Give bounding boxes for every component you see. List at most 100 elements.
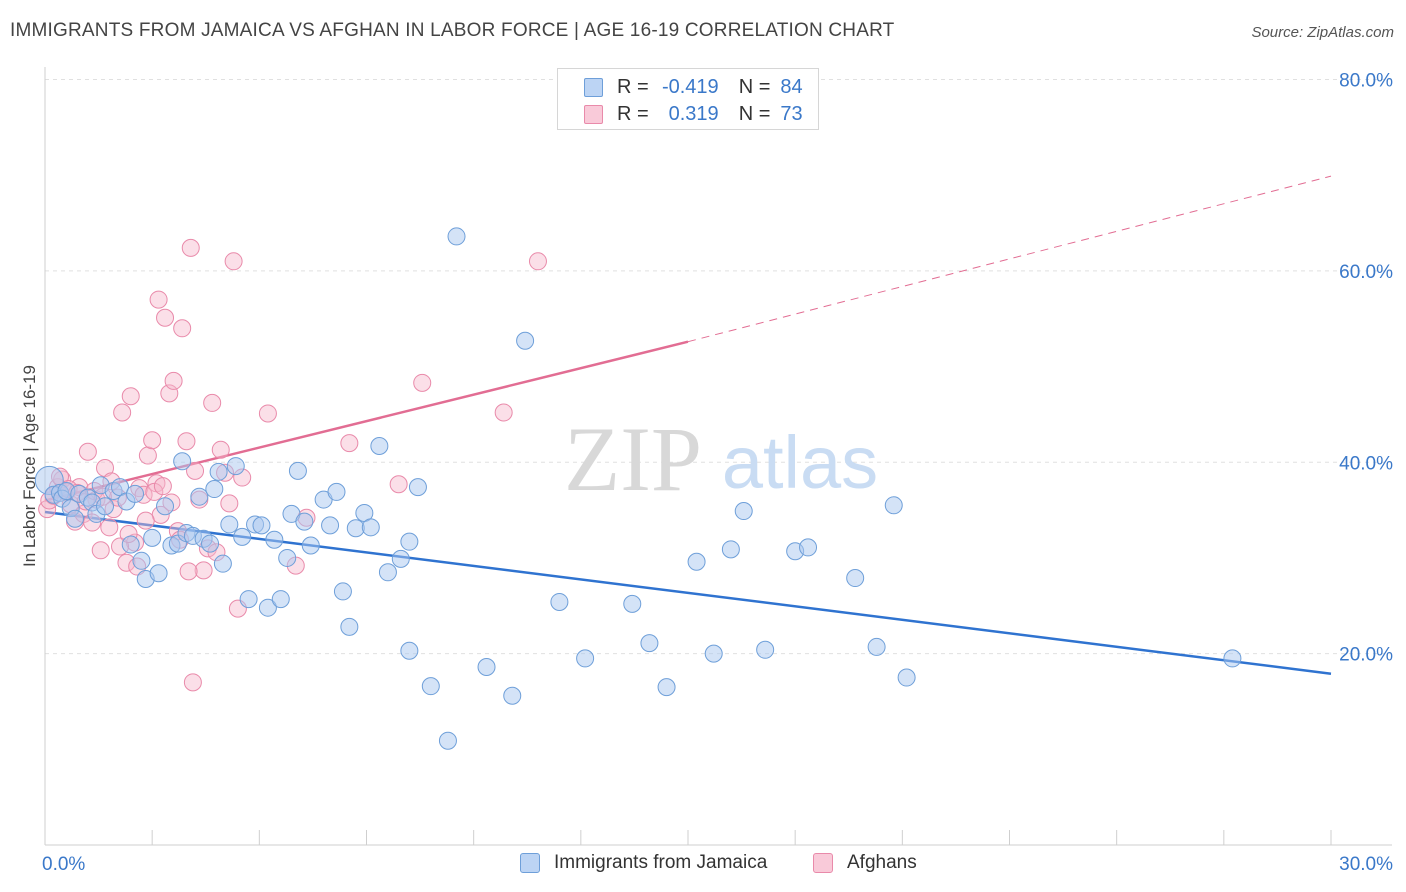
jamaica-point — [340, 617, 359, 636]
jamaica-point — [400, 532, 419, 551]
jamaica-point — [233, 527, 252, 546]
jamaica-point — [1223, 649, 1242, 668]
jamaica-point — [897, 668, 916, 687]
jamaica-point — [149, 564, 168, 583]
jamaica-trend-line — [44, 510, 1332, 675]
afghan-point — [138, 446, 157, 465]
jamaica-point — [252, 516, 271, 535]
jamaica-points — [34, 227, 1242, 750]
jamaica-point — [321, 516, 340, 535]
x-tick-label: 30.0% — [1339, 854, 1393, 875]
r-label: R = — [617, 75, 649, 98]
jamaica-legend-swatch — [520, 853, 540, 873]
axes — [44, 67, 1392, 846]
jamaica-point — [258, 598, 277, 617]
jamaica-point — [121, 535, 140, 554]
afghan-point — [203, 393, 222, 412]
r-label: R = — [617, 102, 649, 125]
jamaica-point — [657, 678, 676, 697]
legend-item-jamaica[interactable]: Immigrants from Jamaica — [520, 852, 767, 874]
jamaica-point — [756, 640, 775, 659]
jamaica-point — [173, 452, 192, 471]
afghan-point — [145, 482, 164, 501]
jamaica-point — [391, 549, 410, 568]
afghan-point — [340, 434, 359, 453]
afghan-point — [183, 673, 202, 692]
jamaica-point — [295, 512, 314, 531]
afghan-point — [194, 561, 213, 580]
y-tick-label: 80.0% — [1339, 71, 1393, 92]
afghan-point — [136, 511, 155, 530]
jamaica-point — [201, 534, 220, 553]
y-tick-label: 20.0% — [1339, 645, 1393, 666]
afghan-point — [121, 387, 140, 406]
legend-item-afghan[interactable]: Afghans — [813, 852, 917, 874]
correlation-legend: R = -0.419 N = 84 R = 0.319 N = 73 — [557, 68, 819, 130]
afghan-swatch — [584, 104, 603, 124]
n-value: 84 — [780, 75, 803, 98]
jamaica-point — [220, 515, 239, 534]
jamaica-point — [734, 502, 753, 521]
jamaica-point — [209, 462, 228, 481]
afghan-point — [78, 442, 97, 461]
jamaica-point — [265, 530, 284, 549]
gridlines — [45, 79, 1392, 655]
afghan-point — [224, 252, 243, 271]
jamaica-point — [846, 569, 865, 588]
jamaica-point — [361, 518, 380, 537]
afghan-point — [389, 475, 408, 494]
tick-labels: 20.0% 40.0% 60.0% 80.0% 0.0% 30.0% — [42, 71, 1393, 876]
x-tick-label: 0.0% — [42, 854, 85, 875]
jamaica-point — [96, 497, 115, 516]
jamaica-point — [884, 496, 903, 515]
jamaica-point — [333, 582, 352, 601]
afghan-point — [258, 404, 277, 423]
jamaica-point — [576, 649, 595, 668]
jamaica-point — [721, 540, 740, 559]
afghan-trend-line-projection — [687, 175, 1332, 343]
afghan-point — [494, 403, 513, 422]
jamaica-point — [132, 551, 151, 570]
jamaica-point — [704, 644, 723, 663]
jamaica-point — [66, 509, 85, 528]
jamaica-point — [799, 538, 818, 557]
jamaica-point — [126, 484, 145, 503]
afghan-point — [149, 290, 168, 309]
watermark-atlas: atlas — [722, 421, 878, 504]
chart-title: IMMIGRANTS FROM JAMAICA VS AFGHAN IN LAB… — [10, 20, 895, 41]
n-value: 73 — [780, 102, 803, 125]
afghan-point — [164, 371, 183, 390]
jamaica-swatch — [584, 77, 603, 97]
jamaica-point — [346, 519, 365, 538]
legend-label-afghan: Afghans — [847, 852, 917, 873]
trend-lines — [44, 175, 1332, 675]
jamaica-point — [205, 480, 224, 499]
jamaica-point — [239, 590, 258, 609]
afghan-point — [186, 461, 205, 480]
jamaica-point — [327, 482, 346, 501]
legend-label-jamaica: Immigrants from Jamaica — [554, 852, 768, 873]
jamaica-point — [623, 594, 642, 613]
jamaica-point — [477, 658, 496, 677]
jamaica-point — [438, 731, 457, 750]
afghan-point — [91, 541, 110, 560]
afghan-point — [173, 319, 192, 338]
r-value: -0.419 — [661, 75, 719, 98]
afghan-point — [179, 562, 198, 581]
afghan-point — [181, 238, 200, 257]
source-label: Source: ZipAtlas.com — [1251, 24, 1394, 41]
afghan-point — [113, 403, 132, 422]
jamaica-point — [278, 548, 297, 567]
jamaica-point — [156, 497, 175, 516]
afghan-point — [528, 252, 547, 271]
r-value: 0.319 — [668, 102, 719, 125]
y-tick-label: 60.0% — [1339, 262, 1393, 283]
jamaica-point — [421, 677, 440, 696]
jamaica-point — [288, 461, 307, 480]
jamaica-point — [301, 536, 320, 555]
jamaica-point — [640, 634, 659, 653]
y-tick-label: 40.0% — [1339, 453, 1393, 474]
afghan-point — [177, 432, 196, 451]
jamaica-point — [447, 227, 466, 246]
